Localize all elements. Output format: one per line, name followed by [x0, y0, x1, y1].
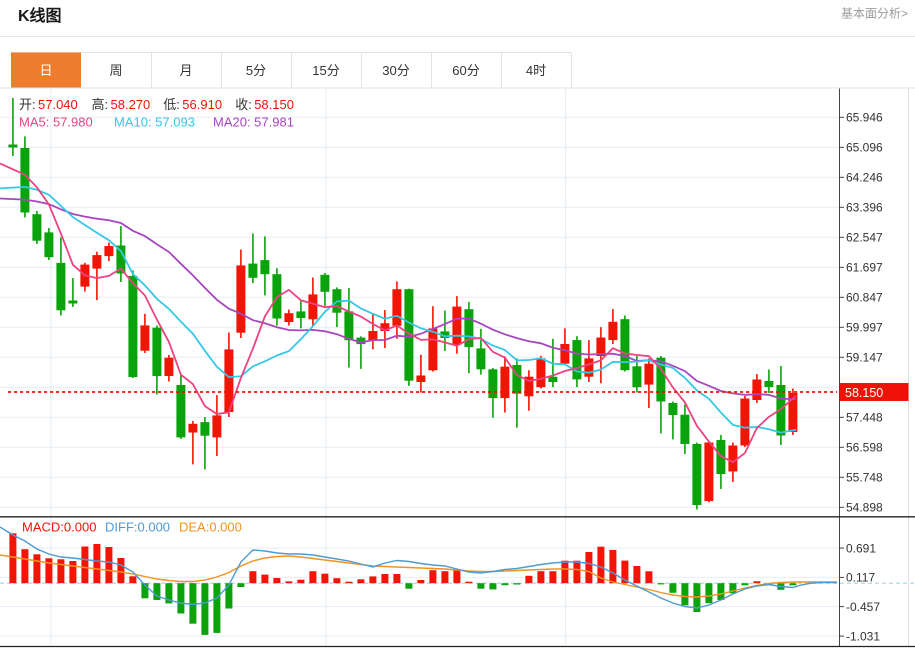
svg-text:周: 周: [109, 63, 122, 78]
svg-text:MA5: 57.980 MA10: 57.093 MA2: MA5: 57.980 MA10: 57.093 MA20: 57.981: [19, 115, 294, 130]
svg-text:59.147: 59.147: [846, 351, 883, 365]
svg-text:65.946: 65.946: [846, 111, 883, 125]
svg-text:59.997: 59.997: [846, 321, 883, 335]
svg-text:55.748: 55.748: [846, 471, 883, 485]
svg-text:62.547: 62.547: [846, 231, 883, 245]
svg-text:30分: 30分: [382, 63, 409, 78]
svg-text:-0.457: -0.457: [846, 600, 880, 614]
svg-text:56.598: 56.598: [846, 441, 883, 455]
svg-text:58.150: 58.150: [845, 386, 883, 400]
svg-text:61.697: 61.697: [846, 261, 883, 275]
svg-text:0.117: 0.117: [846, 571, 875, 585]
svg-text:15分: 15分: [312, 63, 339, 78]
svg-text:60.847: 60.847: [846, 291, 883, 305]
svg-text:0.691: 0.691: [846, 541, 876, 555]
svg-text:日: 日: [39, 63, 52, 78]
svg-text:65.096: 65.096: [846, 141, 883, 155]
svg-text:57.448: 57.448: [846, 411, 883, 425]
svg-text:54.898: 54.898: [846, 501, 883, 515]
svg-text:63.396: 63.396: [846, 201, 883, 215]
svg-text:月: 月: [179, 63, 192, 78]
svg-text:K线图: K线图: [18, 6, 62, 25]
svg-text:-1.031: -1.031: [846, 629, 880, 643]
svg-text:5分: 5分: [246, 63, 266, 78]
svg-text:60分: 60分: [452, 63, 479, 78]
svg-text:4时: 4时: [526, 63, 546, 78]
svg-text:64.246: 64.246: [846, 171, 883, 185]
svg-text:基本面分析>: 基本面分析>: [841, 7, 908, 21]
